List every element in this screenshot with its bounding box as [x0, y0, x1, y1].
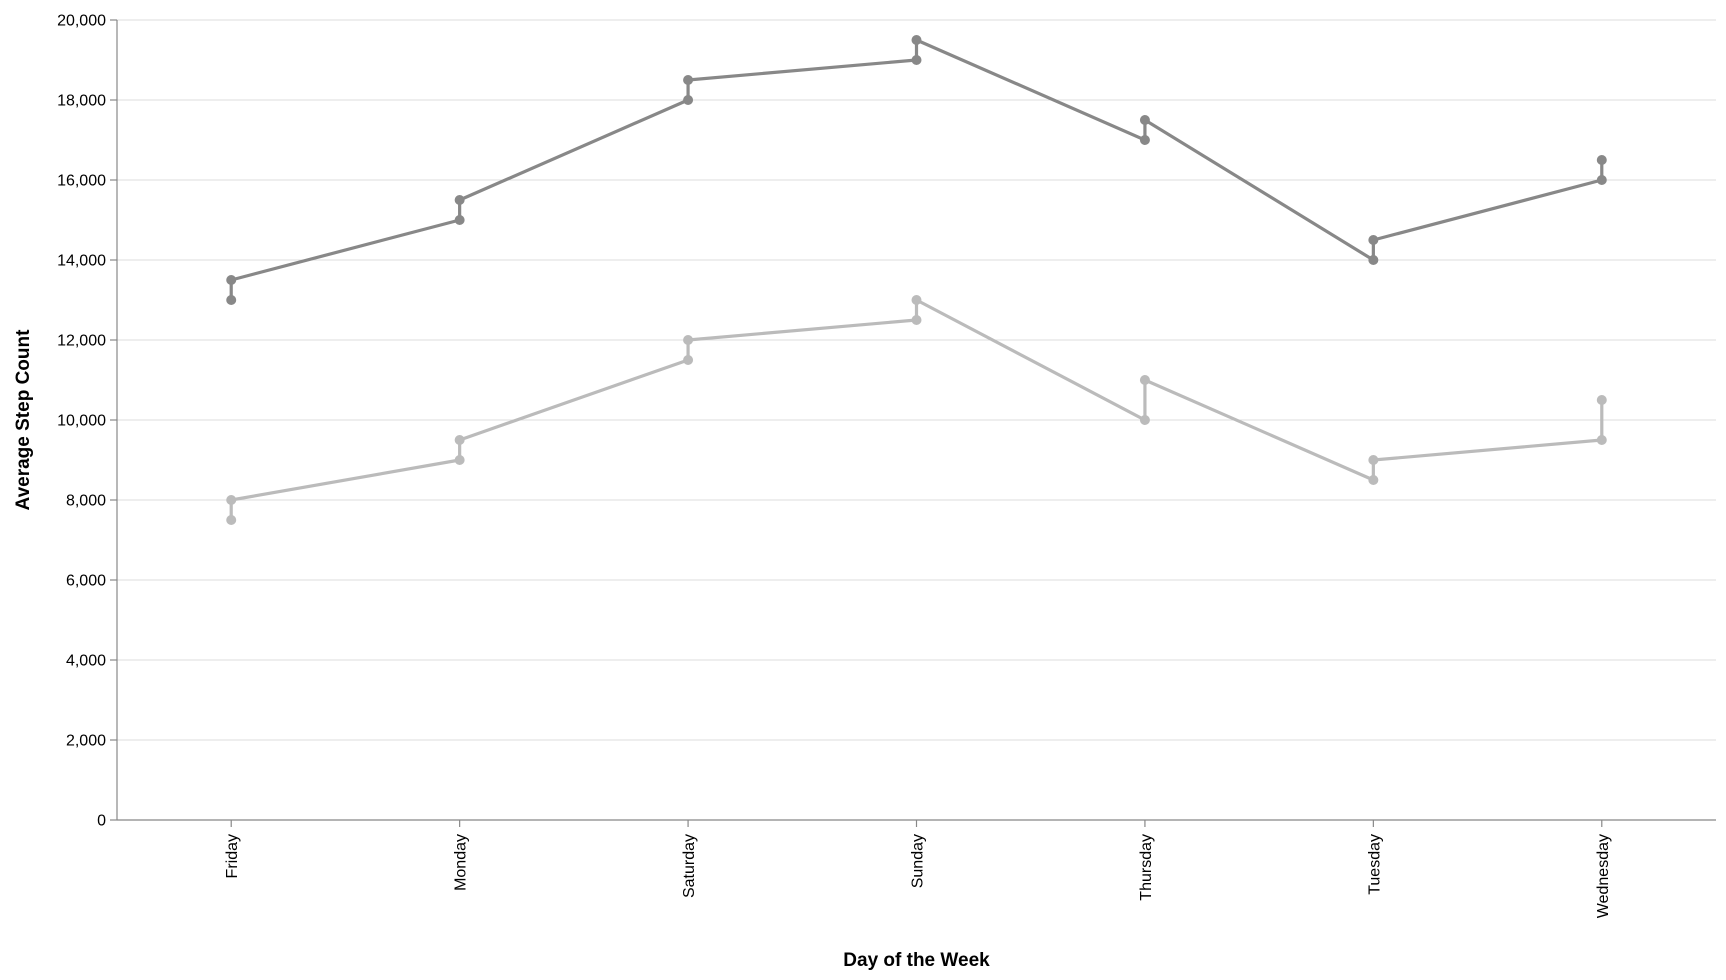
data-point-upper [1368, 455, 1379, 465]
y-tick-label: 2,000 [66, 733, 106, 750]
data-point-upper [683, 335, 694, 345]
data-point-upper [1139, 115, 1150, 125]
series-layer [226, 35, 1607, 525]
data-point-upper [226, 275, 237, 285]
x-tick-label: Monday [453, 834, 470, 891]
series-1 [226, 35, 1607, 305]
y-tick-label: 4,000 [66, 653, 106, 670]
y-axis-ticks: 0 2,000 4,000 6,000 8,000 10,000 12,000 14,000 1… [57, 13, 117, 830]
x-axis-title: Day of the Week [843, 950, 990, 971]
x-tick-label: Sunday [910, 834, 927, 888]
data-point-lower [683, 355, 694, 365]
data-point-upper [1368, 235, 1379, 245]
data-point-lower [454, 215, 465, 225]
data-point-lower [1368, 255, 1379, 265]
x-tick-label: Saturday [681, 834, 698, 898]
data-point-lower [1596, 435, 1607, 445]
series-line [229, 38, 1604, 302]
y-tick-label: 14,000 [57, 253, 106, 270]
data-point-upper [454, 195, 465, 205]
y-tick-label: 12,000 [57, 333, 106, 350]
data-point-lower [911, 315, 922, 325]
data-point-lower [911, 55, 922, 65]
data-point-lower [1368, 475, 1379, 485]
data-point-upper [911, 295, 922, 305]
y-tick-label: 8,000 [66, 493, 106, 510]
x-tick-label: Tuesday [1366, 834, 1383, 895]
data-point-lower [1596, 175, 1607, 185]
x-tick-label: Wednesday [1595, 834, 1612, 918]
data-point-upper [911, 35, 922, 45]
y-axis-title: Average Step Count [13, 329, 34, 511]
y-tick-label: 16,000 [57, 173, 106, 190]
data-point-lower [454, 455, 465, 465]
series-line [229, 298, 1604, 522]
data-point-upper [1139, 375, 1150, 385]
data-point-upper [454, 435, 465, 445]
data-point-upper [1596, 395, 1607, 405]
data-point-lower [226, 515, 237, 525]
x-axis-ticks: Friday Monday Saturday Sunday Thursday Tuesda… [224, 820, 1612, 918]
y-tick-label: 18,000 [57, 93, 106, 110]
data-point-lower [226, 295, 237, 305]
data-point-lower [1139, 135, 1150, 145]
x-tick-label: Friday [224, 834, 241, 878]
y-tick-label: 0 [97, 813, 106, 830]
y-tick-label: 10,000 [57, 413, 106, 430]
data-point-upper [683, 75, 694, 85]
y-tick-label: 20,000 [57, 13, 106, 30]
x-tick-label: Thursday [1138, 834, 1155, 901]
y-tick-label: 6,000 [66, 573, 106, 590]
data-point-lower [683, 95, 694, 105]
data-point-upper [226, 495, 237, 505]
data-point-upper [1596, 155, 1607, 165]
data-point-lower [1139, 415, 1150, 425]
series-2 [226, 295, 1607, 525]
y-gridlines [117, 19, 1716, 821]
